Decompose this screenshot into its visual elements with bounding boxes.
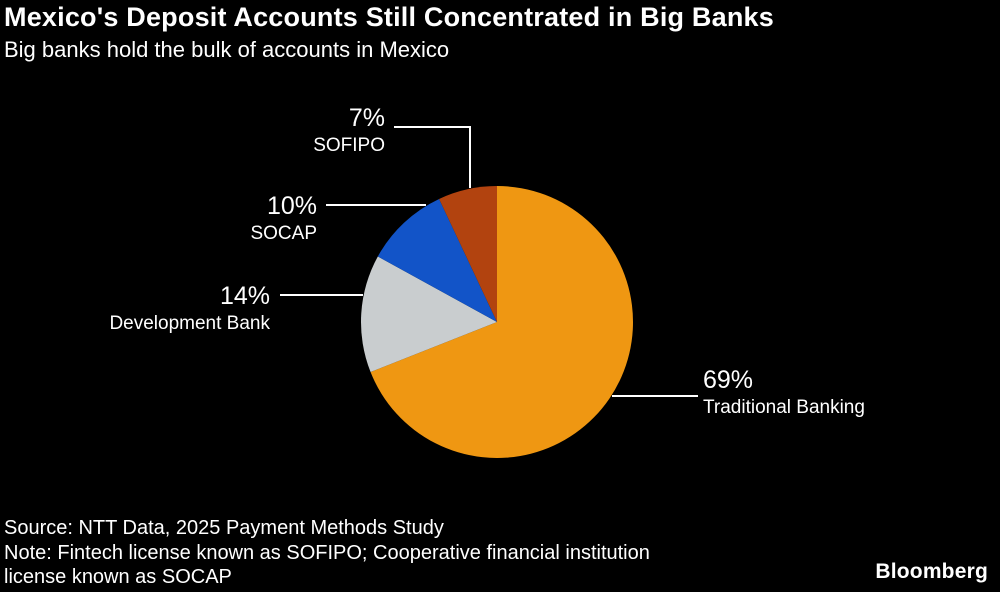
- pie-slice-traditional-banking: [370, 186, 634, 458]
- pie-chart: [360, 186, 634, 458]
- callout-socap-label: SOCAP: [250, 223, 317, 244]
- pie-slice-socap: [377, 198, 497, 322]
- pie-slice-sofipo: [439, 186, 497, 322]
- callout-development-bank-percent: 14%: [219, 282, 270, 310]
- note-text-line-2: license known as SOCAP: [4, 566, 232, 588]
- leader-line-traditional-banking: [612, 395, 698, 397]
- callout-sofipo-label: SOFIPO: [313, 135, 385, 156]
- leader-line-socap: [326, 204, 426, 206]
- bloomberg-logo: Bloomberg: [875, 560, 988, 583]
- callout-sofipo-percent: 7%: [348, 104, 385, 132]
- callout-traditional-banking-label: Traditional Banking: [703, 397, 865, 418]
- chart-title: Mexico's Deposit Accounts Still Concentr…: [4, 2, 774, 32]
- pie-slice-development-bank: [360, 256, 497, 373]
- callout-development-bank-label: Development Bank: [109, 313, 270, 334]
- chart-subtitle: Big banks hold the bulk of accounts in M…: [4, 37, 450, 62]
- callout-sofipo: 7% SOFIPO: [200, 103, 385, 158]
- note-text-line-1: Note: Fintech license known as SOFIPO; C…: [4, 541, 650, 564]
- leader-line-development-bank: [280, 294, 363, 296]
- callout-traditional-banking-percent: 69%: [703, 366, 754, 394]
- callout-socap: 10% SOCAP: [130, 191, 317, 246]
- callout-traditional-banking: 69% Traditional Banking: [703, 365, 933, 420]
- callout-socap-percent: 10%: [266, 192, 317, 220]
- chart-footer: Source: NTT Data, 2025 Payment Methods S…: [4, 516, 650, 590]
- source-text: Source: NTT Data, 2025 Payment Methods S…: [4, 517, 444, 539]
- leader-line-sofipo-horizontal: [394, 126, 471, 128]
- leader-line-sofipo-vertical: [469, 126, 471, 188]
- callout-development-bank: 14% Development Bank: [60, 281, 270, 336]
